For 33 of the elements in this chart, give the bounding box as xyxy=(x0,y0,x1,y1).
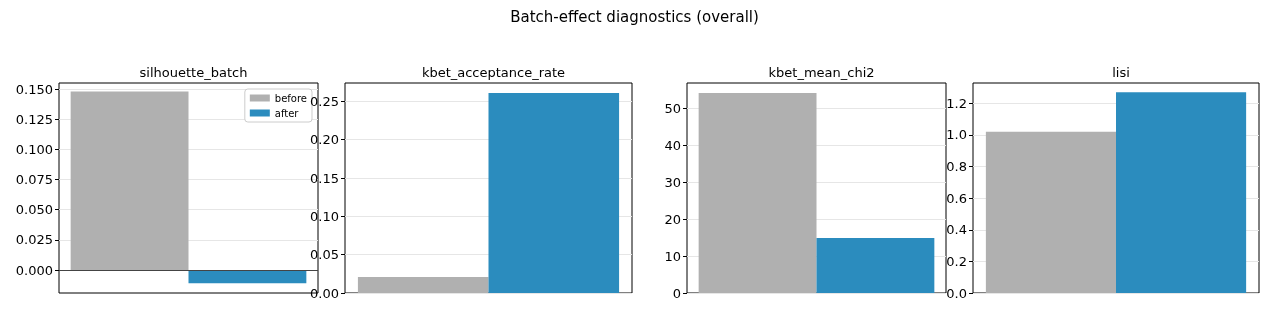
legend-label: after xyxy=(274,107,300,119)
y-tick-label: 30 xyxy=(664,174,681,190)
y-tick-label: 0.000 xyxy=(15,262,53,278)
y-tick-label: 0.075 xyxy=(15,172,53,188)
y-tick-label: 50 xyxy=(664,100,681,116)
y-tick-label: 20 xyxy=(664,211,681,227)
y-tick-label: 0.6 xyxy=(946,190,967,206)
y-tick-label: 1.0 xyxy=(946,127,967,143)
y-tick-label: 10 xyxy=(664,248,681,264)
y-tick-label: 0.05 xyxy=(310,247,339,263)
y-tick-label: 0.025 xyxy=(15,232,53,248)
y-tick-label: 0.25 xyxy=(310,93,339,109)
y-tick-label: 0.10 xyxy=(310,208,339,224)
chart-title: kbet_acceptance_rate xyxy=(421,65,566,80)
y-tick-label: 0 xyxy=(672,285,681,301)
y-tick-label: 0.125 xyxy=(15,111,53,127)
y-tick-label: 0.00 xyxy=(310,285,339,301)
y-tick-label: 0.0 xyxy=(946,285,967,301)
y-tick-label: 0.20 xyxy=(310,132,339,148)
legend-label: before xyxy=(274,92,307,104)
chart-title: silhouette_batch xyxy=(139,65,248,80)
y-tick-label: 0.2 xyxy=(946,253,967,269)
text: Batch-effect diagnostics (overall) xyxy=(509,8,760,26)
chart-title: lisi xyxy=(1112,65,1130,80)
y-tick-label: 0.4 xyxy=(946,222,967,238)
y-tick-label: 0.050 xyxy=(15,202,53,218)
y-tick-label: 0.15 xyxy=(310,170,339,186)
chart-title: kbet_mean_chi2 xyxy=(768,65,875,80)
y-tick-label: 0.150 xyxy=(15,81,53,97)
y-tick-label: 40 xyxy=(664,137,681,153)
y-tick-label: 0.8 xyxy=(946,159,967,175)
y-tick-label: 0.100 xyxy=(15,141,53,157)
y-tick-label: 1.2 xyxy=(946,95,967,111)
